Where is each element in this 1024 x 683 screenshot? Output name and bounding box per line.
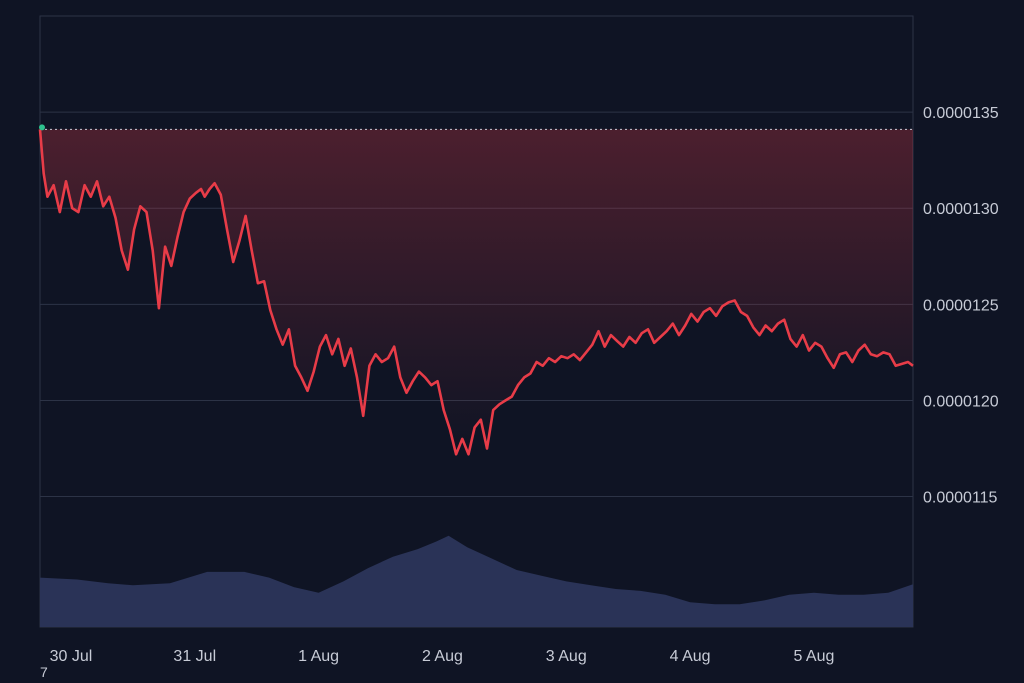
volume-area — [40, 535, 913, 627]
price-area-fill — [40, 129, 913, 455]
volume-bars — [40, 535, 913, 627]
y-axis: 0.0000135 0.0000130 0.0000125 0.0000120 0.00… — [923, 105, 999, 506]
x-tick-label: 31 Jul — [173, 648, 216, 665]
x-axis: 30 Jul 31 Jul 1 Aug 2 Aug 3 Aug 4 Aug 5 Aug — [50, 648, 835, 665]
x-tick-label: 30 Jul — [50, 648, 93, 665]
x-tick-label: 1 Aug — [298, 648, 339, 665]
y-tick-label: 0.0000130 — [923, 201, 999, 218]
y-tick-label: 0.0000120 — [923, 393, 999, 410]
y-tick-label: 0.0000115 — [923, 490, 998, 507]
price-line-series — [38, 129, 914, 456]
x-tick-label: 5 Aug — [793, 648, 834, 665]
footer-number: 7 — [40, 664, 48, 680]
y-tick-label: 0.0000135 — [923, 105, 999, 122]
x-tick-label: 2 Aug — [422, 648, 463, 665]
x-tick-label: 4 Aug — [670, 648, 711, 665]
start-point-marker — [39, 124, 45, 131]
x-tick-label: 3 Aug — [546, 648, 587, 665]
y-tick-label: 0.0000125 — [923, 297, 999, 314]
